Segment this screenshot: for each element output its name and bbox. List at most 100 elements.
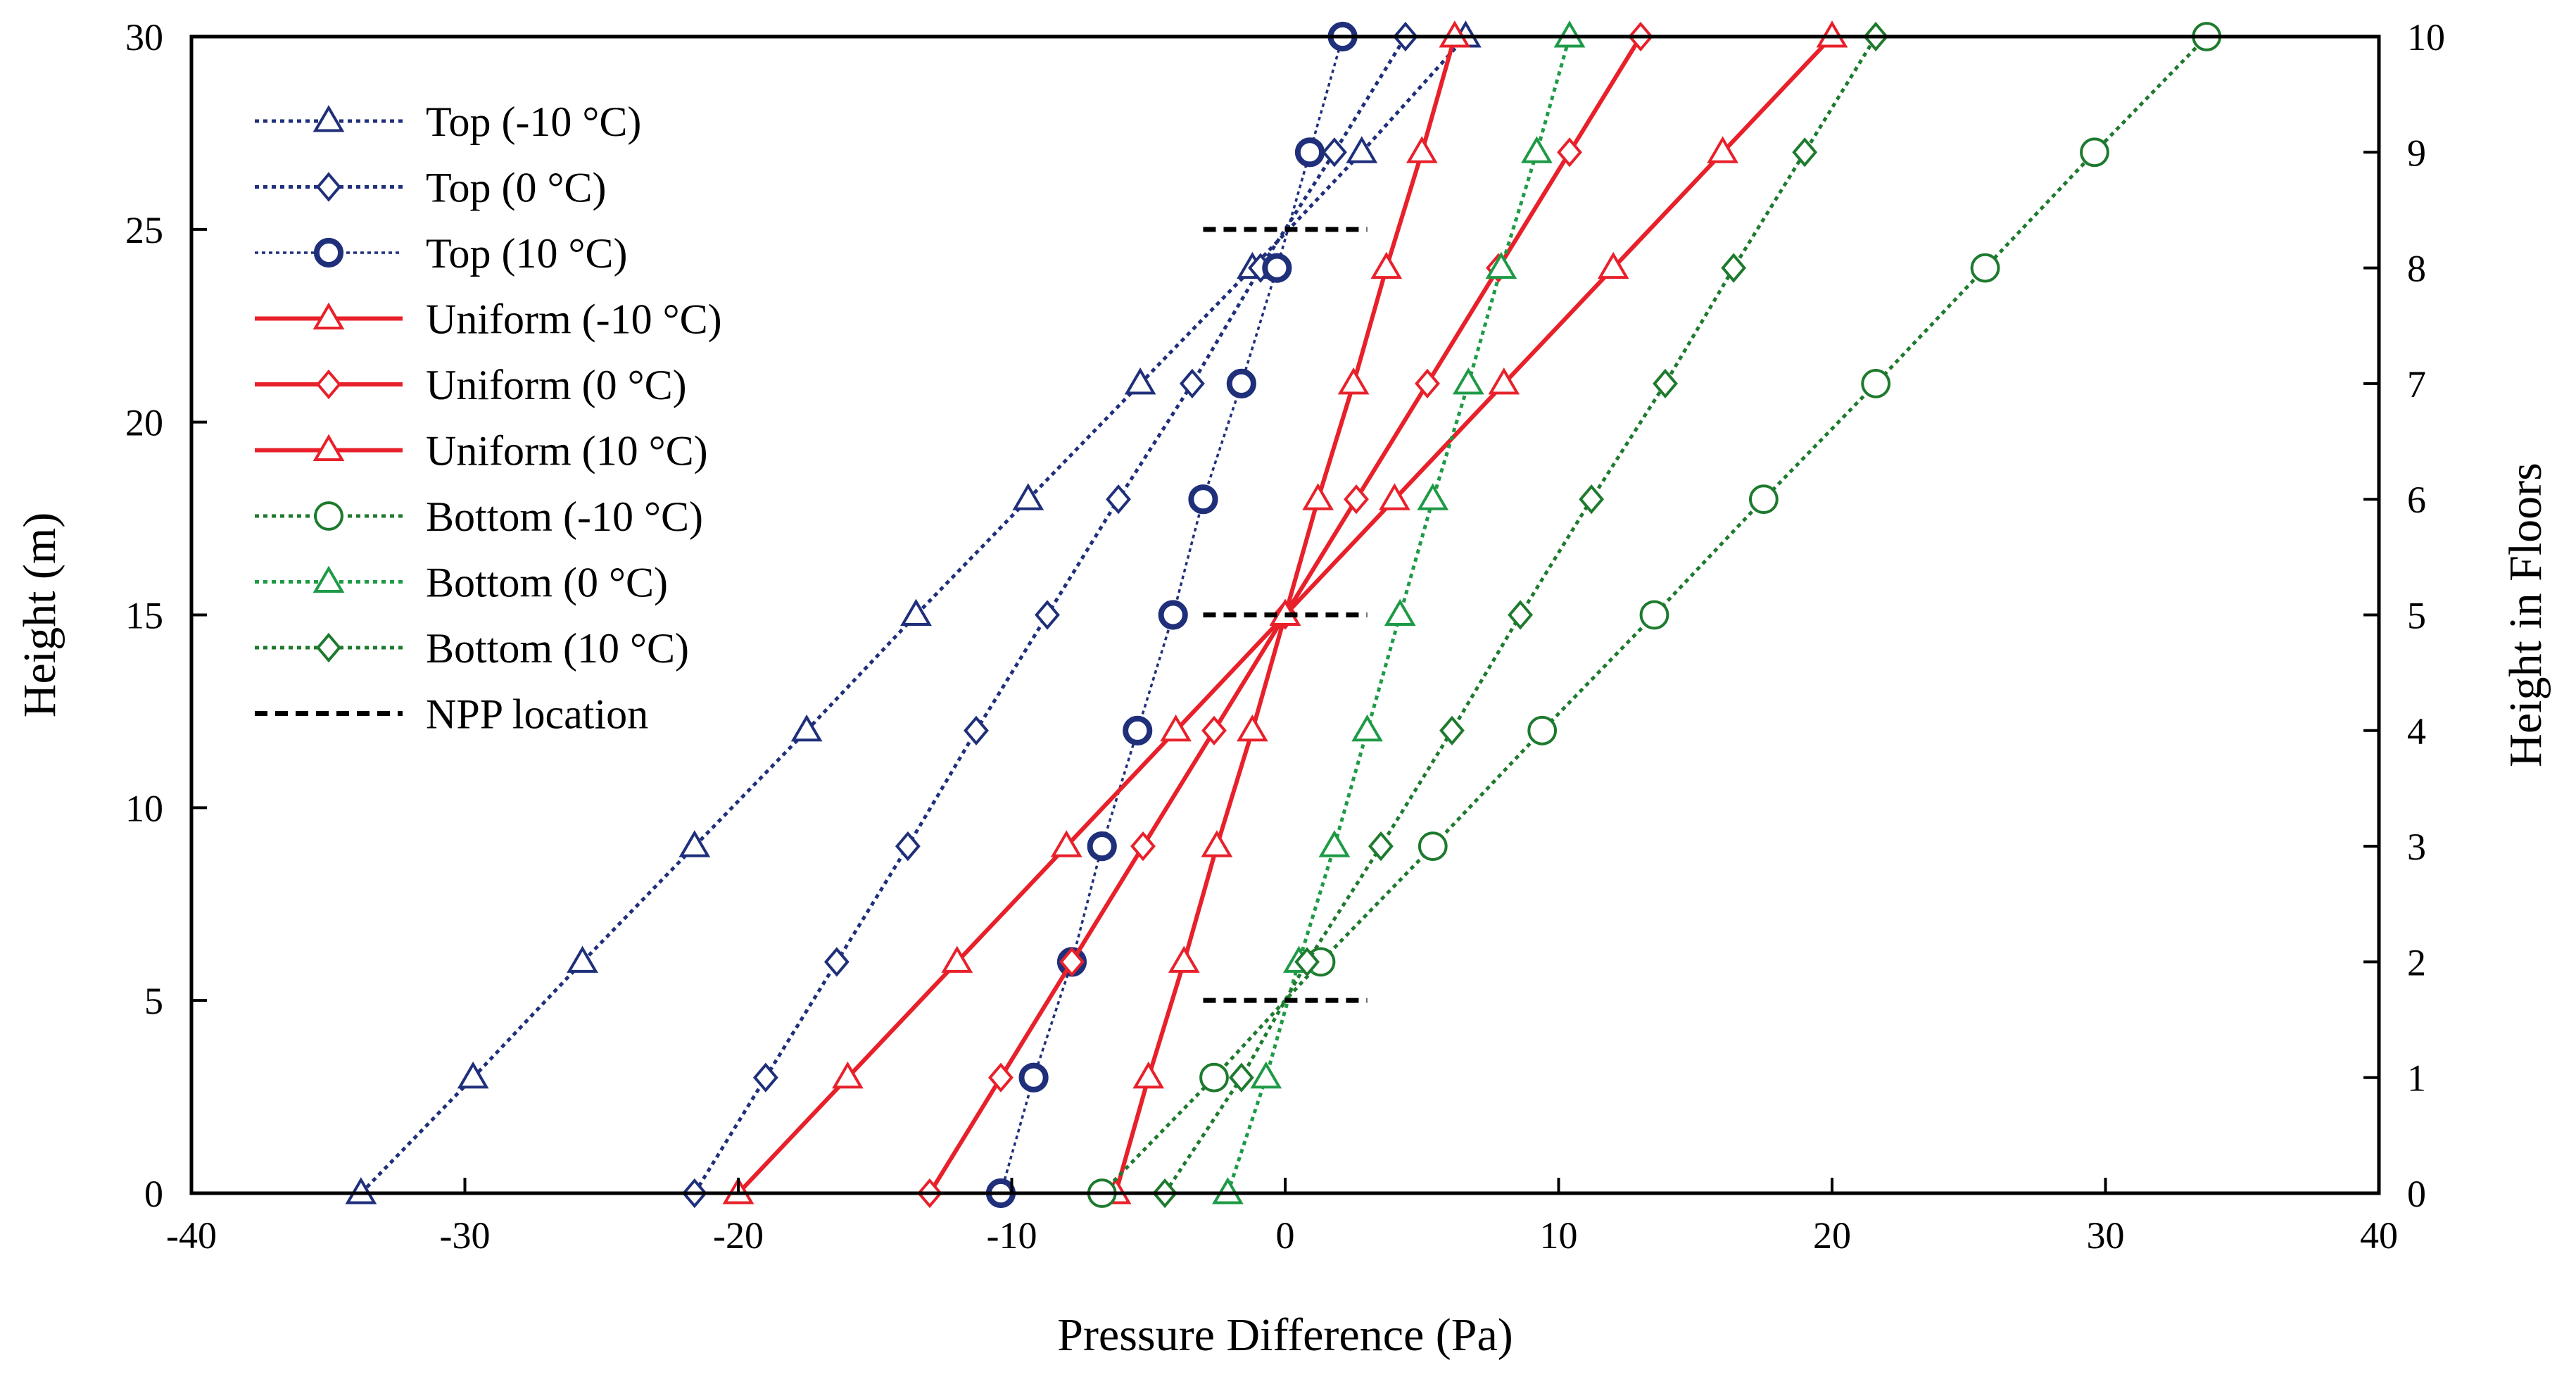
y-tick-label: 0 <box>144 1173 163 1215</box>
legend-label: Uniform (10 °C) <box>426 428 708 474</box>
data-point <box>1379 483 1410 510</box>
data-point <box>1236 714 1268 742</box>
data-point <box>1212 1177 1244 1204</box>
data-point <box>1508 600 1534 630</box>
y-tick-label: 30 <box>125 16 163 58</box>
data-point <box>1368 831 1394 862</box>
data-point <box>1158 600 1188 630</box>
x-axis-title: Pressure Difference (Pa) <box>1057 1309 1513 1361</box>
data-point <box>988 1062 1014 1093</box>
y2-tick-label: 8 <box>2407 248 2426 290</box>
data-point <box>1370 251 1403 279</box>
data-point <box>790 714 823 742</box>
legend-marker <box>313 237 344 268</box>
data-point <box>1488 367 1520 395</box>
y2-tick-label: 0 <box>2407 1173 2426 1215</box>
data-point <box>1707 136 1738 163</box>
data-point <box>1201 715 1227 746</box>
data-point <box>1417 483 1449 510</box>
data-point <box>1199 1062 1229 1093</box>
data-point <box>1226 368 1256 399</box>
legend-label: Bottom (10 °C) <box>426 625 689 672</box>
data-point <box>1228 1062 1254 1093</box>
data-point <box>567 945 598 973</box>
data-point <box>1018 1062 1049 1093</box>
legend-label: Top (10 °C) <box>426 230 627 277</box>
data-point <box>1179 368 1205 398</box>
data-point <box>1792 137 1818 168</box>
data-point <box>1059 947 1085 977</box>
data-point <box>752 1062 778 1093</box>
legend-marker <box>312 105 345 132</box>
data-point <box>1106 484 1131 515</box>
legend-item: Top (0 °C) <box>255 165 606 211</box>
data-point <box>1294 137 1325 168</box>
data-point <box>1639 600 1669 630</box>
data-point <box>941 945 973 973</box>
y-axis-title: Height (m) <box>14 512 65 717</box>
legend-item: Bottom (10 °C) <box>255 625 689 672</box>
legend-marker <box>312 565 345 593</box>
axes-layer: -40 -30 -20 -10 0 10 20 30 400510152025300123456… <box>125 16 2445 1257</box>
legend-label: Bottom (0 °C) <box>426 560 668 606</box>
data-point <box>1527 715 1558 746</box>
data-point <box>823 947 850 977</box>
data-point <box>457 1061 489 1089</box>
data-point <box>1346 136 1378 163</box>
data-point <box>1579 484 1605 515</box>
legend-item: Uniform (-10 °C) <box>255 296 722 343</box>
x-tick-label: -30 <box>440 1214 491 1257</box>
legend-marker <box>316 632 341 663</box>
legend: Top (-10 °C) Top (0 °C) Top (10 °C) Uniform… <box>255 99 722 738</box>
legend-marker <box>316 369 341 400</box>
x-tick-label: 0 <box>1276 1214 1295 1257</box>
legend-label: NPP location <box>426 691 648 738</box>
data-point <box>900 598 932 626</box>
series-8 <box>1152 21 1889 1209</box>
x-tick-label: 30 <box>2087 1214 2125 1257</box>
legend-marker <box>316 172 341 202</box>
y2-tick-label: 3 <box>2407 826 2426 868</box>
data-point <box>1337 367 1370 395</box>
npp-layer <box>1203 227 1368 1003</box>
x-tick-label: 20 <box>1813 1214 1851 1257</box>
data-point <box>1294 947 1320 977</box>
data-point <box>1322 137 1347 168</box>
y2-tick-label: 2 <box>2407 941 2426 983</box>
data-point <box>1188 484 1218 515</box>
data-point <box>1816 20 1848 48</box>
data-point <box>1351 714 1383 742</box>
data-point <box>1418 831 1448 861</box>
data-point <box>1250 1061 1282 1089</box>
data-point <box>1123 715 1153 746</box>
data-point <box>1653 368 1678 398</box>
y-tick-label: 5 <box>144 980 163 1022</box>
legend-label: Bottom (-10 °C) <box>426 493 703 540</box>
data-point <box>1318 830 1351 857</box>
y2-tick-label: 6 <box>2407 479 2426 521</box>
x-tick-label: -40 <box>166 1214 217 1257</box>
data-point <box>964 715 989 746</box>
data-point <box>1415 368 1440 398</box>
data-point <box>1384 598 1416 626</box>
data-point <box>1168 945 1200 973</box>
legend-marker <box>314 501 343 531</box>
y-tick-label: 10 <box>125 787 163 829</box>
data-point <box>1124 367 1156 395</box>
data-point <box>1302 483 1334 510</box>
y-tick-label: 25 <box>125 209 163 251</box>
y2-tick-label: 10 <box>2407 16 2445 58</box>
legend-marker <box>312 302 345 329</box>
data-point <box>1201 830 1233 857</box>
y2-tick-label: 7 <box>2407 363 2426 405</box>
data-point <box>1087 831 1117 862</box>
data-point <box>1521 136 1553 163</box>
data-point <box>1485 251 1517 279</box>
y-tick-label: 20 <box>125 402 163 444</box>
data-point <box>345 1177 377 1204</box>
legend-label: Top (0 °C) <box>426 165 606 211</box>
data-point <box>1012 483 1044 510</box>
y2-tick-label: 5 <box>2407 595 2426 637</box>
data-point <box>1050 830 1082 857</box>
y2-axis-title: Height in Floors <box>2500 463 2551 767</box>
